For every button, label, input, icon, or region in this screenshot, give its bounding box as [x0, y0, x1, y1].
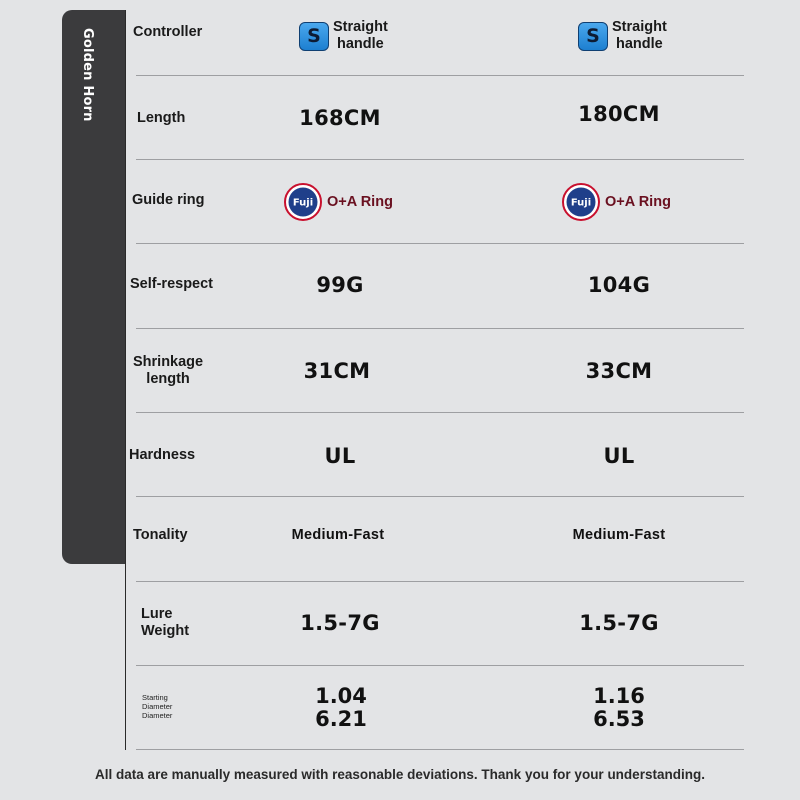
guide-ring-col1: Fuji O+A Ring [284, 183, 393, 221]
controller-col1: S Straight handle [299, 19, 388, 53]
row-divider [136, 75, 744, 76]
s-handle-icon: S [299, 21, 329, 51]
row-divider [136, 412, 744, 413]
hardness-col2: UL [603, 444, 635, 468]
self-respect-label: Self-respect [130, 276, 214, 292]
fuji-guides-logo-icon: Fuji [284, 183, 322, 221]
controller-col2-line1: Straight [612, 19, 667, 35]
lure-weight-col1: 1.5-7G [300, 611, 380, 635]
side-tab-label: Golden Horn [80, 28, 95, 122]
svg-text:Fuji: Fuji [293, 198, 313, 209]
tonality-label: Tonality [133, 527, 188, 543]
row-divider [136, 665, 744, 666]
shrinkage-col1: 31CM [303, 359, 371, 383]
row-divider [136, 159, 744, 160]
self-respect-col2: 104G [587, 273, 651, 297]
controller-col1-line2: handle [337, 36, 384, 52]
controller-col1-line1: Straight [333, 19, 388, 35]
vertical-divider [125, 10, 126, 750]
diameter-col1: 1.04 6.21 [241, 685, 441, 731]
tonality-col1: Medium-Fast [291, 527, 385, 543]
diameter-col2-end: 6.53 [593, 707, 645, 731]
tonality-col2: Medium-Fast [572, 527, 666, 543]
s-handle-icon: S [578, 21, 608, 51]
length-col1: 168CM [299, 106, 381, 130]
shrinkage-col2: 33CM [585, 359, 653, 383]
row-divider [136, 243, 744, 244]
diameter-col1-end: 6.21 [315, 707, 367, 731]
guide-ring-col2: Fuji O+A Ring [562, 183, 671, 221]
guide-ring-label: Guide ring [132, 192, 205, 208]
footer-note: All data are manually measured with reas… [95, 767, 705, 782]
guide-ring-col2-text: O+A Ring [605, 194, 671, 210]
diameter-label: Starting Diameter Diameter [142, 693, 173, 720]
controller-col2-line2: handle [616, 36, 663, 52]
diameter-col2-start: 1.16 [593, 684, 645, 708]
hardness-label: Hardness [129, 447, 196, 463]
row-divider [136, 749, 744, 750]
row-divider [136, 328, 744, 329]
lure-weight-label: Lure Weight [141, 606, 190, 639]
svg-text:Fuji: Fuji [571, 198, 591, 209]
lure-weight-col2: 1.5-7G [579, 611, 659, 635]
fuji-guides-logo-icon: Fuji [562, 183, 600, 221]
side-tab [62, 10, 126, 564]
guide-ring-col1-text: O+A Ring [327, 194, 393, 210]
self-respect-col1: 99G [316, 273, 364, 297]
diameter-col1-start: 1.04 [315, 684, 367, 708]
length-label: Length [137, 110, 186, 126]
row-divider [136, 496, 744, 497]
controller-col2: S Straight handle [578, 19, 667, 53]
shrinkage-label: Shrinkage length [133, 354, 204, 387]
row-divider [136, 581, 744, 582]
diameter-col2: 1.16 6.53 [519, 685, 719, 731]
length-col2: 180CM [578, 102, 660, 126]
hardness-col1: UL [324, 444, 356, 468]
controller-label: Controller [133, 24, 203, 40]
